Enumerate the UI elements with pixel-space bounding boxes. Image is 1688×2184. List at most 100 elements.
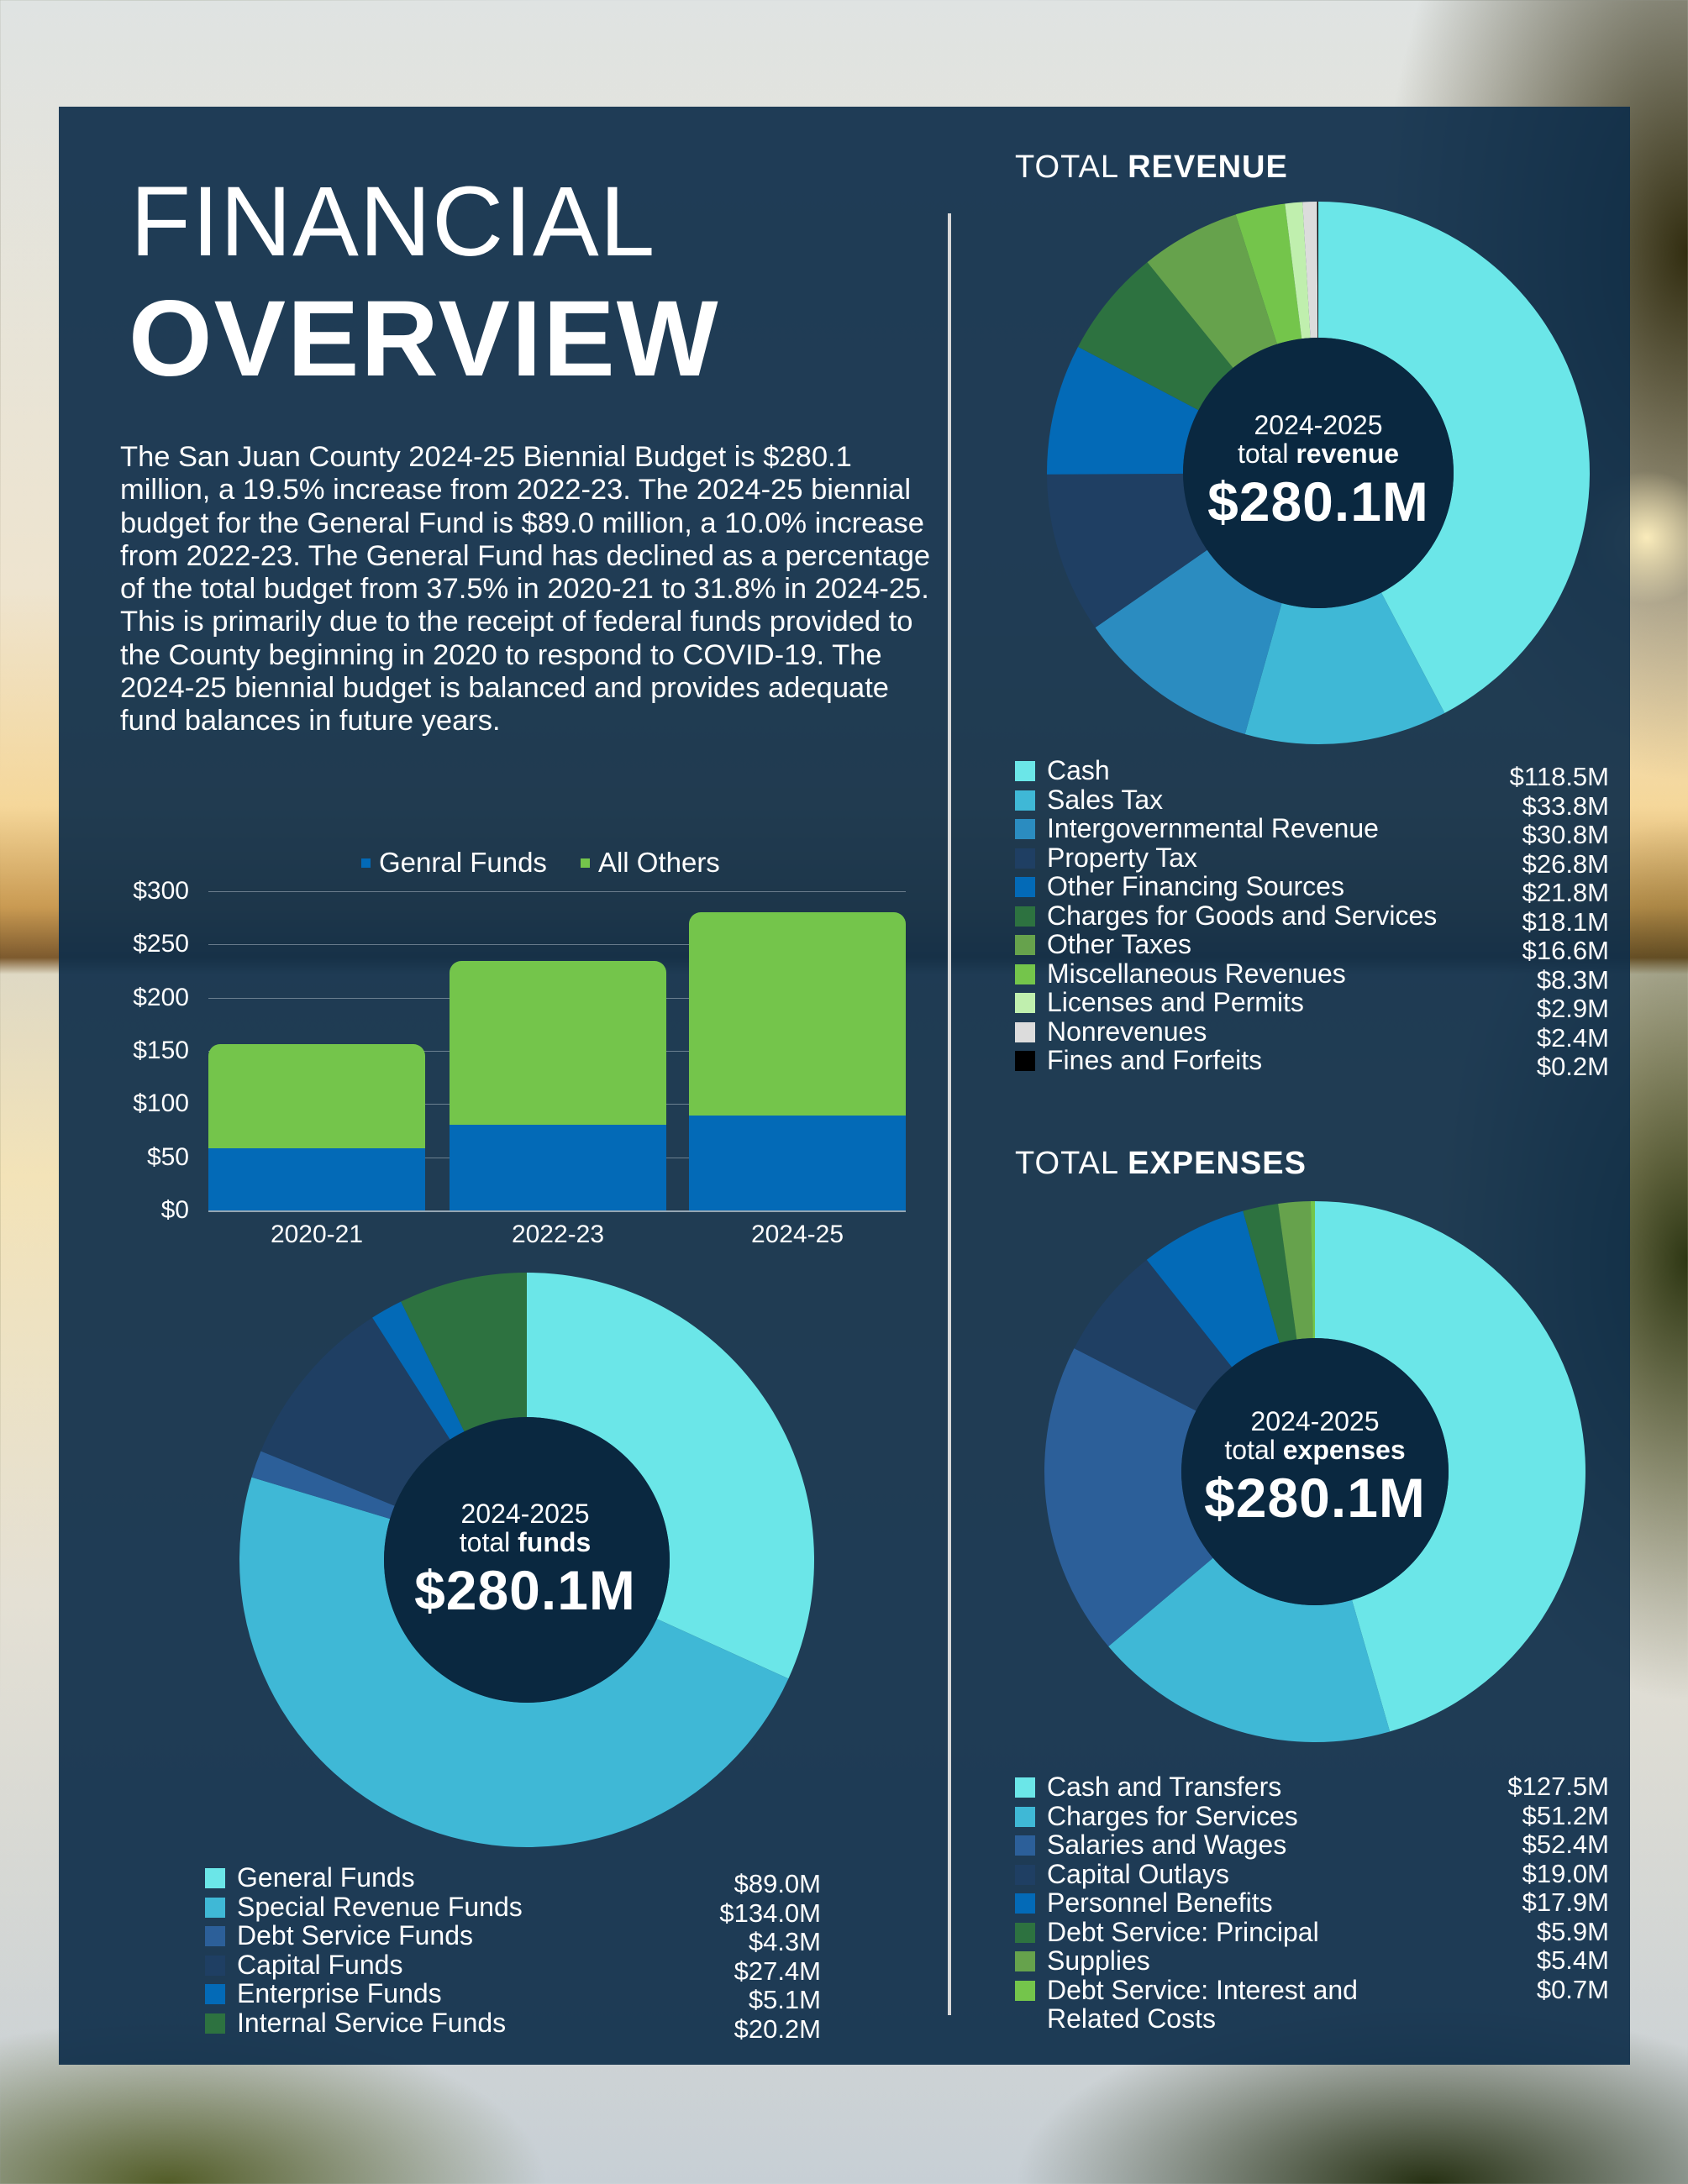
bar-2022-23: [450, 961, 666, 1210]
legend-item: Cash: [1015, 756, 1536, 785]
legend-label: Sales Tax: [1047, 784, 1164, 815]
legend-item: Debt Service: Principal: [1015, 1917, 1410, 1947]
funds-center-total: $280.1M: [414, 1559, 636, 1622]
legend-label: Property Tax: [1047, 842, 1198, 873]
legend-item: Intergovernmental Revenue: [1015, 814, 1536, 843]
legend-value: $4.3M: [748, 1927, 821, 1956]
donut-slice-cash: [1318, 202, 1590, 713]
expenses-donut-center-label: 2024-2025 total expenses $280.1M: [1181, 1407, 1449, 1527]
revenue-legend-values: $118.5M $33.8M $30.8M $26.8M $21.8M $18.1M $16…: [1428, 762, 1609, 1082]
legend-item: Supplies: [1015, 1946, 1410, 1976]
funds-center-label-bold: funds: [518, 1526, 592, 1557]
legend-swatch: [1015, 1893, 1035, 1914]
donut-slice-licenses-and-permits: [1285, 202, 1311, 339]
donut-slice-debt-service-funds: [251, 1451, 395, 1520]
legend-swatch: [205, 2013, 225, 2034]
legend-value: $18.1M: [1522, 906, 1609, 937]
legend-swatch: [1015, 819, 1035, 839]
bar-2020-21: [208, 1044, 425, 1210]
donut-slice-nonrevenues: [1302, 202, 1318, 339]
donut-slice-miscellaneous-revenues: [1235, 203, 1302, 344]
legend-swatch-general-funds: [361, 858, 371, 868]
legend-value: $21.8M: [1522, 878, 1609, 907]
legend-item: Other Taxes: [1015, 930, 1536, 959]
donut-slice-sales-tax: [1244, 592, 1445, 745]
donut-slice-supplies: [1278, 1201, 1313, 1340]
legend-value: $89.0M: [734, 1869, 821, 1898]
legend-label: Miscellaneous Revenues: [1047, 958, 1346, 989]
expenses-legend: Cash and Transfers Charges for Services Sa…: [1015, 1772, 1410, 2034]
x-axis-tick-label: 2024-25: [750, 1221, 844, 1248]
legend-item: Debt Service: Interest and Related Costs: [1015, 1975, 1410, 2034]
intro-paragraph: The San Juan County 2024-25 Biennial Bud…: [120, 441, 931, 738]
legend-label: Debt Service Funds: [237, 1920, 474, 1950]
revenue-title-light: TOTAL: [1015, 150, 1118, 185]
legend-swatch: [1015, 1021, 1035, 1042]
legend-value: $5.4M: [1536, 1945, 1609, 1975]
legend-label: Personnel Benefits: [1047, 1887, 1273, 1918]
legend-swatch: [1015, 935, 1035, 955]
legend-swatch: [1015, 761, 1035, 781]
donut-slice-special-revenue-funds: [239, 1477, 789, 1847]
legend-label: Charges for Services: [1047, 1800, 1298, 1831]
legend-label: Licenses and Permits: [1047, 987, 1304, 1017]
donut-slice-general-funds: [527, 1273, 814, 1679]
donut-slice-enterprise-funds: [372, 1301, 465, 1440]
legend-label: Capital Funds: [237, 1949, 403, 1980]
legend-label: Enterprise Funds: [237, 1978, 442, 2008]
legend-swatch: [1015, 1835, 1035, 1856]
revenue-donut-center-label: 2024-2025 total revenue $280.1M: [1184, 410, 1453, 531]
funds-center-label: total funds: [391, 1526, 660, 1557]
revenue-title-bold: REVENUE: [1128, 150, 1288, 185]
donut-slice-property-tax: [1047, 473, 1207, 628]
donut-slice-fines-and-forfeits: [1317, 202, 1318, 339]
bar-chart-legend: Genral Funds All Others: [361, 847, 720, 879]
page-title-line2: OVERVIEW: [129, 279, 720, 399]
y-axis-tick-label: $50: [146, 1142, 189, 1171]
donut-hole: [384, 1417, 670, 1703]
legend-label: Capital Outlays: [1047, 1858, 1229, 1889]
legend-value: $30.8M: [1522, 820, 1609, 849]
legend-swatch: [1015, 1922, 1035, 1943]
gridline: [208, 1210, 906, 1212]
legend-item-general-funds: Genral Funds: [361, 847, 547, 879]
page-title-line1: FINANCIAL: [130, 166, 656, 277]
revenue-legend: Cash Sales Tax Intergovernmental Revenue Pr…: [1015, 756, 1536, 1075]
legend-swatch: [1015, 1777, 1035, 1798]
donut-slice-charges-for-goods-and-services: [1077, 262, 1233, 411]
legend-value: $26.8M: [1522, 848, 1609, 879]
donut-slice-debt-service-principal: [1243, 1204, 1297, 1343]
legend-swatch: [1015, 993, 1035, 1013]
funds-donut-center-label: 2024-2025 total funds $280.1M: [391, 1499, 660, 1622]
legend-value: $2.4M: [1536, 1022, 1609, 1053]
legend-value: $0.7M: [1536, 1974, 1609, 2004]
revenue-center-label: total revenue: [1184, 439, 1453, 469]
legend-swatch: [1015, 1980, 1035, 2001]
legend-label: Cash and Transfers: [1047, 1772, 1282, 1802]
funds-legend-values: $89.0M $134.0M $4.3M $27.4M $5.1M $20.2M: [655, 1869, 821, 2044]
legend-value: $27.4M: [734, 1956, 821, 1986]
legend-swatch: [205, 1955, 225, 1976]
donut-slice-debt-service-interest-and-related-costs: [1310, 1201, 1315, 1339]
legend-value: $127.5M: [1507, 1772, 1609, 1801]
legend-swatch: [1015, 877, 1035, 897]
legend-label: Cash: [1047, 755, 1110, 785]
legend-swatch: [205, 1868, 225, 1888]
legend-item: Fines and Forfeits: [1015, 1046, 1536, 1075]
legend-item: Charges for Services: [1015, 1800, 1410, 1831]
expenses-center-label-light: total: [1224, 1434, 1275, 1465]
funds-legend: General Funds Special Revenue Funds Debt S…: [205, 1863, 608, 2037]
revenue-center-year: 2024-2025: [1254, 410, 1383, 440]
legend-label: Fines and Forfeits: [1047, 1045, 1263, 1075]
bar-segment: [689, 912, 906, 1116]
legend-value: $8.3M: [1536, 964, 1609, 995]
legend-swatch: [1015, 1806, 1035, 1827]
legend-value: $52.4M: [1522, 1830, 1609, 1859]
gridline: [208, 891, 906, 892]
legend-label: All Others: [597, 847, 720, 878]
bar-segment: [450, 961, 666, 1125]
legend-value: $5.1M: [748, 1985, 821, 2014]
expenses-donut-chart: [1044, 1201, 1585, 1742]
expenses-center-label-bold: expenses: [1282, 1434, 1406, 1465]
legend-value: $5.9M: [1536, 1916, 1609, 1946]
